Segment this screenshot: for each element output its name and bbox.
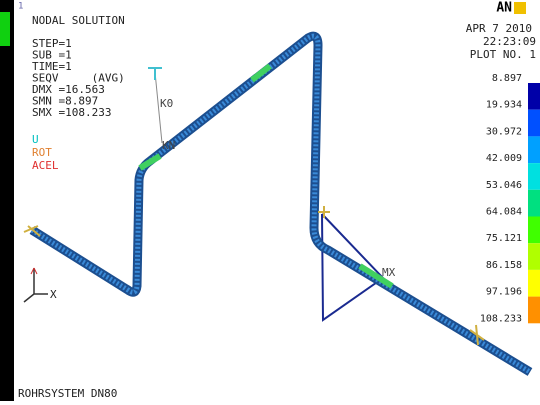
- legend-band: [528, 190, 540, 217]
- legend-band: [528, 297, 540, 324]
- date: APR 7 2010: [466, 22, 532, 35]
- plot-number: PLOT NO. 1: [470, 48, 536, 61]
- legend-label: 97.196: [486, 287, 522, 298]
- legend-label: 75.121: [486, 233, 522, 244]
- time: 22:23:09: [483, 35, 536, 48]
- symbol: ACEL: [32, 159, 59, 172]
- legend-label: 86.158: [486, 260, 522, 271]
- screen: 1 NODAL SOLUTION STEP=1SUB =1TIME=1SEQV …: [0, 0, 540, 401]
- title: NODAL SOLUTION: [32, 14, 125, 27]
- axis-label: X: [50, 288, 57, 301]
- left-border: [0, 0, 14, 401]
- legend-band: [528, 270, 540, 297]
- legend-band: [528, 163, 540, 190]
- viewport-number: 1: [18, 2, 23, 12]
- status-line: SMX =108.233: [32, 106, 111, 119]
- legend-band: [528, 136, 540, 163]
- legend-label: 108.233: [480, 313, 522, 324]
- legend-band: [528, 217, 540, 244]
- label-k0: K0: [160, 97, 173, 110]
- label-mx: MX: [382, 266, 396, 279]
- logo: AN: [496, 1, 512, 16]
- legend-label: 8.897: [492, 73, 522, 84]
- symbol: U: [32, 133, 39, 146]
- label-kn: KN: [162, 139, 175, 152]
- legend-label: 30.972: [486, 126, 522, 137]
- legend-label: 53.046: [486, 180, 522, 191]
- legend-label: 42.009: [486, 153, 522, 164]
- green-marker: [0, 12, 10, 46]
- logo-mark: [514, 2, 526, 14]
- legend-band: [528, 110, 540, 137]
- legend-label: 64.084: [486, 207, 522, 218]
- footer: ROHRSYSTEM DN80: [18, 387, 117, 400]
- symbol: ROT: [32, 146, 52, 159]
- legend-label: 19.934: [486, 100, 522, 111]
- legend-band: [528, 83, 540, 110]
- legend-band: [528, 243, 540, 270]
